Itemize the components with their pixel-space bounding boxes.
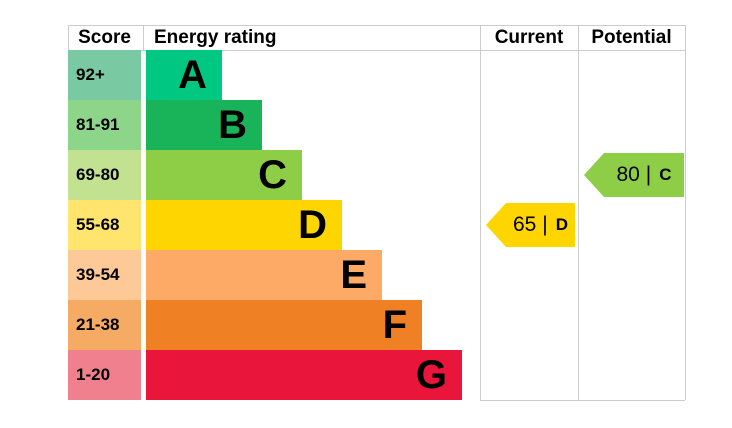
current-rating-arrow: 65 | D	[486, 203, 575, 247]
band-score-cell: 39-54	[68, 250, 141, 300]
potential-rating-separator: |	[645, 163, 652, 186]
header-bottom-border	[68, 50, 685, 51]
band-score-cell: 81-91	[68, 100, 141, 150]
potential-rating-arrow: 80 | C	[584, 153, 684, 197]
potential-column-header: Potential	[591, 27, 672, 48]
band-bar: D	[146, 200, 342, 250]
band-row: 39-54 E	[68, 250, 685, 300]
band-row: 81-91 B	[68, 100, 685, 150]
header-top-border	[68, 25, 685, 26]
band-row: 69-80 C	[68, 150, 685, 200]
current-rating-value: 65	[512, 213, 537, 236]
band-row: 1-20 G	[68, 350, 685, 400]
rating-table: Score Energy rating Current Potential 92…	[68, 25, 686, 401]
potential-rating-value: 80	[616, 163, 640, 186]
score-column-header: Score	[78, 27, 131, 48]
band-bar: A	[146, 50, 222, 100]
band-score-cell: 55-68	[68, 200, 141, 250]
band-score-cell: 69-80	[68, 150, 141, 200]
band-row: 55-68 D	[68, 200, 685, 250]
current-rating-separator: |	[542, 213, 548, 236]
current-rating-band-letter: D	[555, 215, 569, 234]
band-bar: E	[146, 250, 382, 300]
table-right-border	[685, 25, 686, 400]
band-bar: F	[146, 300, 422, 350]
score-column-divider	[143, 25, 144, 50]
band-bar: B	[146, 100, 262, 150]
header-left-border	[68, 25, 69, 50]
band-bar: G	[146, 350, 462, 400]
band-score-cell: 21-38	[68, 300, 141, 350]
band-row: 21-38 F	[68, 300, 685, 350]
energy-rating-column-header: Energy rating	[154, 27, 277, 48]
current-column-header: Current	[494, 27, 564, 48]
band-score-cell: 92+	[68, 50, 141, 100]
potential-rating-band-letter: C	[659, 165, 672, 184]
current-column-divider	[480, 25, 481, 400]
table-bottom-border	[480, 400, 685, 401]
potential-column-divider	[578, 25, 579, 400]
band-score-cell: 1-20	[68, 350, 141, 400]
band-bar: C	[146, 150, 302, 200]
band-row: 92+ A	[68, 50, 685, 100]
